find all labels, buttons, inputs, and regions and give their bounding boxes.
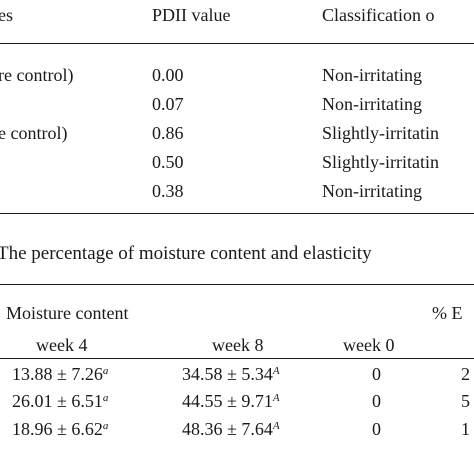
table2-row-3-elasticity: 1 xyxy=(461,419,470,439)
table1-header-classification: Classification o xyxy=(322,5,435,25)
table2-subheader-week8: week 8 xyxy=(212,335,264,355)
table1-row-1-sample: re control) xyxy=(0,65,74,85)
table2-caption: The percentage of moisture content and e… xyxy=(0,243,372,264)
table1-row-5-classification: Non-irritating xyxy=(322,181,422,201)
table1-row-1-pdii: 0.00 xyxy=(152,65,184,85)
table1-row-5-pdii: 0.38 xyxy=(152,181,184,201)
table1-header-pdii: PDII value xyxy=(152,5,231,25)
table2-row-3-week8: 48.36 ± 7.64A xyxy=(182,419,280,439)
table2-row-2-week4: 26.01 ± 6.51a xyxy=(12,391,109,411)
table2-subheader-week4: week 4 xyxy=(36,335,88,355)
table1-row-3-classification: Slightly-irritatin xyxy=(322,123,439,143)
table2-row-3-week4: 18.96 ± 6.62a xyxy=(12,419,109,439)
table2-row-1-elasticity: 2 xyxy=(461,364,470,384)
table2-row-2-week8: 44.55 ± 9.71A xyxy=(182,391,280,411)
table1-row-1-classification: Non-irritating xyxy=(322,65,422,85)
table1-row-4-pdii: 0.50 xyxy=(152,152,184,172)
table2-header-rule xyxy=(0,358,474,359)
table2-row-3-week0: 0 xyxy=(372,419,381,439)
table1-row-2-classification: Non-irritating xyxy=(322,94,422,114)
table1-row-2-pdii: 0.07 xyxy=(152,94,184,114)
table2-row-2-elasticity: 5 xyxy=(461,391,470,411)
table2-group-header-moisture: Moisture content xyxy=(6,303,129,323)
table1-bottom-rule xyxy=(0,213,474,214)
table2-subheader-week0: week 0 xyxy=(343,335,395,355)
table1-row-4-classification: Slightly-irritatin xyxy=(322,152,439,172)
table1-header-samples: es xyxy=(0,5,13,25)
table2-group-header-elasticity: % E xyxy=(432,303,463,323)
table2-row-2-week0: 0 xyxy=(372,391,381,411)
table1-row-3-pdii: 0.86 xyxy=(152,123,184,143)
table1-header-rule xyxy=(0,43,474,44)
table1-row-3-sample: e control) xyxy=(0,123,68,143)
table2-row-1-week8: 34.58 ± 5.34A xyxy=(182,364,280,384)
table2-row-1-week0: 0 xyxy=(372,364,381,384)
table2-top-rule xyxy=(0,284,474,285)
table2-row-1-week4: 13.88 ± 7.26a xyxy=(12,364,109,384)
